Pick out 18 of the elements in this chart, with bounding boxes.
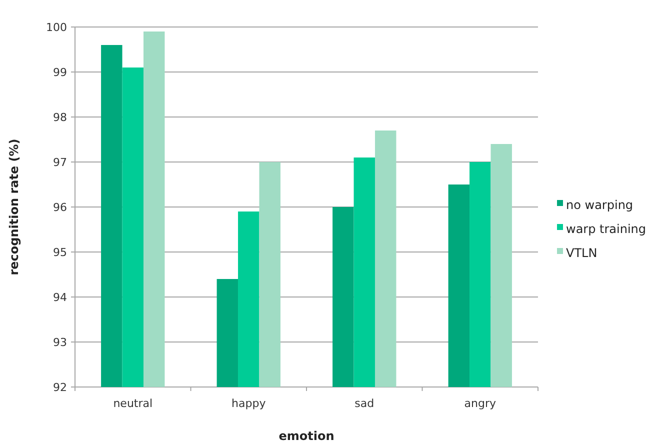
legend-label: VTLN xyxy=(566,246,598,260)
y-tick-label: 98 xyxy=(53,110,67,124)
y-tick-label: 93 xyxy=(53,336,67,349)
y-tick-label: 97 xyxy=(53,156,67,169)
x-axis-title: emotion xyxy=(278,429,334,443)
x-tick-label: angry xyxy=(464,397,496,410)
y-tick-label: 94 xyxy=(53,290,67,304)
y-tick-label: 99 xyxy=(53,66,67,79)
x-tick-label: happy xyxy=(232,397,266,410)
x-tick-label: sad xyxy=(354,397,374,410)
y-axis-title: recognition rate (%) xyxy=(7,138,21,276)
y-tick-label: 92 xyxy=(53,380,67,394)
legend-label: warp training xyxy=(566,222,646,236)
x-tick-label: neutral xyxy=(113,397,153,410)
y-tick-label: 100 xyxy=(46,20,67,34)
y-tick-label: 96 xyxy=(53,200,67,214)
legend-label: no warping xyxy=(566,198,634,212)
y-tick-label: 95 xyxy=(53,246,67,259)
